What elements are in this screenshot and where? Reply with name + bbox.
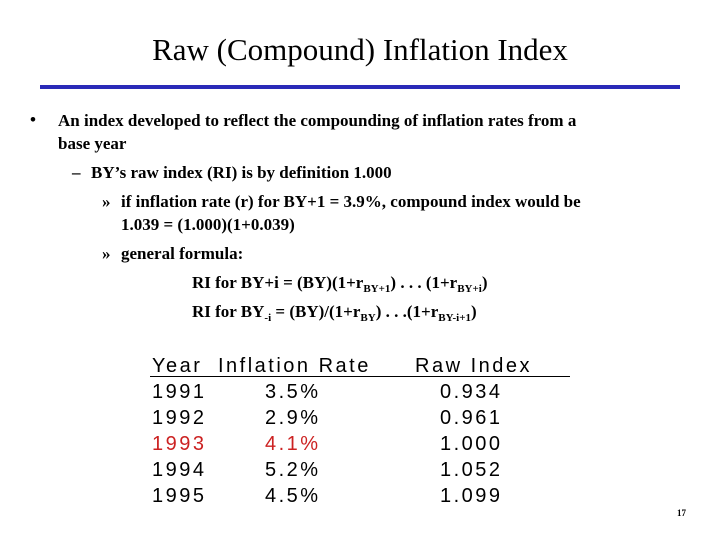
sub-sub-bullet-example-cont: 1.039 = (1.000)(1+0.039) <box>121 215 295 234</box>
chevron-icon: » <box>102 244 111 263</box>
formula-forward: RI for BY+i = (BY)(1+rBY+1) . . . (1+rBY… <box>192 273 488 295</box>
sub-sub-bullet-example: if inflation rate (r) for BY+1 = 3.9%, c… <box>121 192 581 211</box>
bullet-line-1-cont: base year <box>58 134 127 153</box>
cell-year: 1994 <box>152 459 207 481</box>
column-header-year: Year <box>152 355 203 377</box>
cell-rate: 4.1% <box>265 433 321 455</box>
cell-index: 0.934 <box>440 381 503 403</box>
formula-backward: RI for BY-i = (BY)/(1+rBY) . . .(1+rBY-i… <box>192 302 477 324</box>
bullet-icon: • <box>30 110 36 129</box>
column-header-inflation-rate: Inflation Rate <box>218 355 371 377</box>
cell-rate: 4.5% <box>265 485 321 507</box>
chevron-icon: » <box>102 192 111 211</box>
cell-rate: 3.5% <box>265 381 321 403</box>
sub-sub-bullet-formula: general formula: <box>121 244 244 263</box>
slide-title: Raw (Compound) Inflation Index <box>152 32 568 67</box>
bullet-line-1: An index developed to reflect the compou… <box>58 111 577 130</box>
table-header-divider <box>150 376 570 377</box>
cell-index: 1.000 <box>440 433 503 455</box>
cell-index: 0.961 <box>440 407 503 429</box>
page-number: 17 <box>677 508 686 518</box>
cell-year: 1993 <box>152 433 207 455</box>
cell-index: 1.052 <box>440 459 503 481</box>
column-header-raw-index: Raw Index <box>415 355 532 377</box>
cell-rate: 2.9% <box>265 407 321 429</box>
cell-index: 1.099 <box>440 485 503 507</box>
sub-bullet-raw-index: BY’s raw index (RI) is by definition 1.0… <box>91 163 392 182</box>
cell-rate: 5.2% <box>265 459 321 481</box>
dash-icon: – <box>72 163 81 182</box>
cell-year: 1995 <box>152 485 207 507</box>
cell-year: 1991 <box>152 381 207 403</box>
cell-year: 1992 <box>152 407 207 429</box>
title-underline <box>40 85 680 89</box>
